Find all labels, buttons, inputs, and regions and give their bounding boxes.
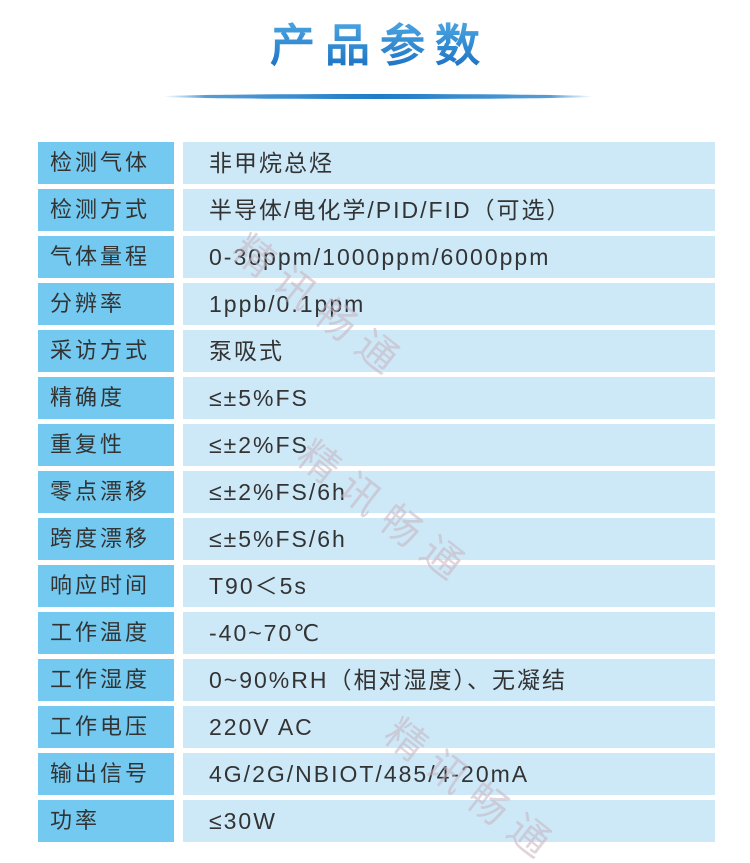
param-value-cell: 4G/2G/NBIOT/485/4-20mA [183, 753, 715, 795]
param-label-cell: 零点漂移 [38, 471, 174, 513]
param-label-cell: 跨度漂移 [38, 518, 174, 560]
param-label-cell: 重复性 [38, 424, 174, 466]
page-title: 产品参数 [0, 20, 750, 72]
param-value-cell: T90＜5s [183, 565, 715, 607]
param-value-cell: 非甲烷总烃 [183, 142, 715, 184]
param-label-cell: 响应时间 [38, 565, 174, 607]
table-row: 气体量程 0-30ppm/1000ppm/6000ppm [38, 236, 715, 278]
param-label-cell: 检测方式 [38, 189, 174, 231]
param-value-cell: ≤±2%FS/6h [183, 471, 715, 513]
param-value-cell: ≤±5%FS/6h [183, 518, 715, 560]
param-value-cell: ≤±5%FS [183, 377, 715, 419]
title-divider [163, 94, 593, 99]
param-label-cell: 工作电压 [38, 706, 174, 748]
param-value-cell: -40~70℃ [183, 612, 715, 654]
param-label-cell: 精确度 [38, 377, 174, 419]
table-row: 重复性 ≤±2%FS [38, 424, 715, 466]
param-label-cell: 分辨率 [38, 283, 174, 325]
table-row: 检测方式 半导体/电化学/PID/FID（可选） [38, 189, 715, 231]
table-row: 零点漂移 ≤±2%FS/6h [38, 471, 715, 513]
param-value-cell: ≤30W [183, 800, 715, 842]
param-value-cell: 220V AC [183, 706, 715, 748]
spec-table: 检测气体 非甲烷总烃 检测方式 半导体/电化学/PID/FID（可选） 气体量程… [38, 142, 715, 842]
param-value-cell: 0-30ppm/1000ppm/6000ppm [183, 236, 715, 278]
param-label-cell: 输出信号 [38, 753, 174, 795]
table-row: 工作电压 220V AC [38, 706, 715, 748]
table-row: 跨度漂移 ≤±5%FS/6h [38, 518, 715, 560]
param-label-cell: 工作湿度 [38, 659, 174, 701]
param-value-cell: 半导体/电化学/PID/FID（可选） [183, 189, 715, 231]
table-row: 工作温度 -40~70℃ [38, 612, 715, 654]
param-value-cell: 0~90%RH（相对湿度）、无凝结 [183, 659, 715, 701]
param-value-cell: 1ppb/0.1ppm [183, 283, 715, 325]
param-value-cell: ≤±2%FS [183, 424, 715, 466]
table-row: 分辨率 1ppb/0.1ppm [38, 283, 715, 325]
table-row: 精确度 ≤±5%FS [38, 377, 715, 419]
param-label-cell: 采访方式 [38, 330, 174, 372]
table-row: 采访方式 泵吸式 [38, 330, 715, 372]
table-row: 响应时间 T90＜5s [38, 565, 715, 607]
table-row: 功率 ≤30W [38, 800, 715, 842]
param-label-cell: 气体量程 [38, 236, 174, 278]
table-row: 检测气体 非甲烷总烃 [38, 142, 715, 184]
table-row: 输出信号 4G/2G/NBIOT/485/4-20mA [38, 753, 715, 795]
param-label-cell: 工作温度 [38, 612, 174, 654]
param-label-cell: 检测气体 [38, 142, 174, 184]
param-value-cell: 泵吸式 [183, 330, 715, 372]
param-label-cell: 功率 [38, 800, 174, 842]
table-row: 工作湿度 0~90%RH（相对湿度）、无凝结 [38, 659, 715, 701]
